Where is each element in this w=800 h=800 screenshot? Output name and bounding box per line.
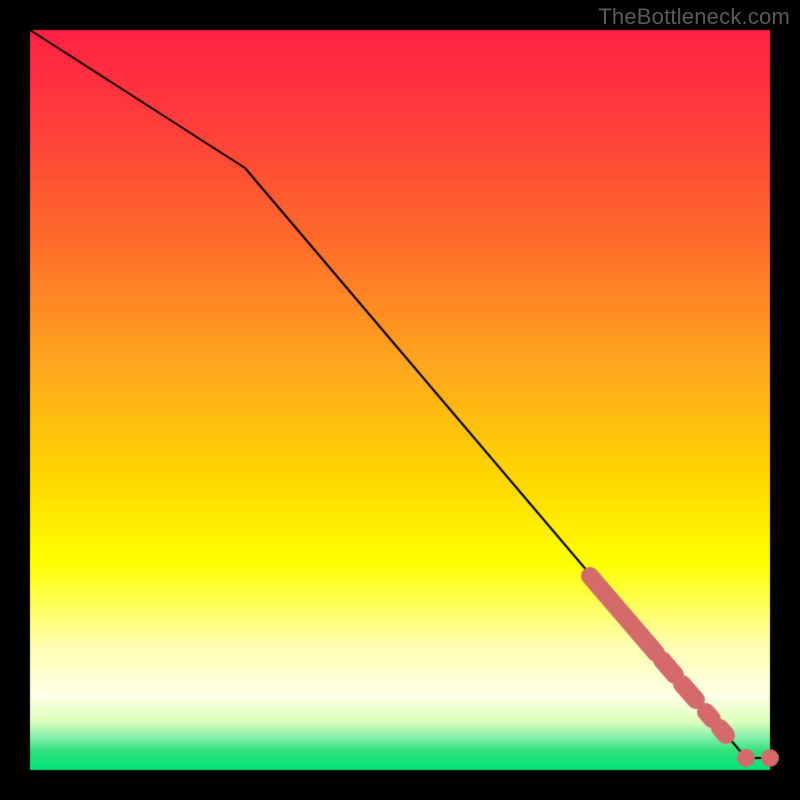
chart-container: TheBottleneck.com — [0, 0, 800, 800]
bottleneck-chart-canvas — [0, 0, 800, 800]
watermark-text: TheBottleneck.com — [598, 4, 790, 30]
